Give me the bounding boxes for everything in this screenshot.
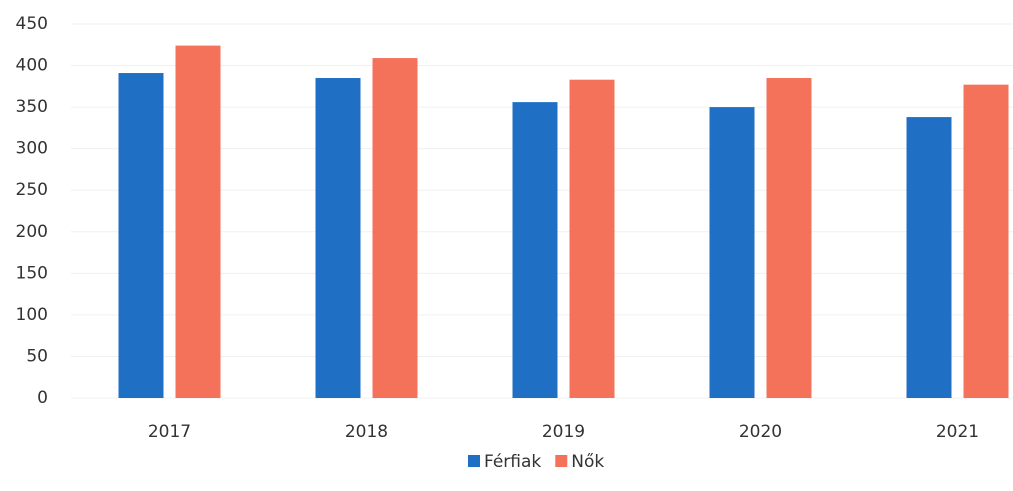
y-tick-label: 150: [16, 263, 48, 283]
y-tick-label: 400: [16, 56, 48, 76]
bar: [709, 107, 755, 398]
x-tick-label: 2018: [345, 422, 388, 442]
y-tick-label: 0: [37, 388, 48, 408]
bar: [175, 45, 221, 399]
x-tick-label: 2021: [936, 422, 979, 442]
y-tick-label: 250: [16, 180, 48, 200]
bar: [766, 78, 812, 399]
bar: [569, 79, 615, 398]
legend-label: Nők: [571, 452, 604, 472]
legend-label: Férfiak: [484, 452, 541, 472]
x-tick-label: 2020: [739, 422, 782, 442]
legend-swatch: [468, 455, 480, 467]
y-tick-label: 450: [16, 14, 48, 34]
y-tick-label: 200: [16, 222, 48, 242]
bar: [512, 102, 558, 398]
y-tick-label: 300: [16, 139, 48, 159]
y-tick-label: 50: [26, 346, 48, 366]
y-tick-label: 350: [16, 97, 48, 117]
bar: [118, 73, 164, 398]
x-tick-label: 2019: [542, 422, 585, 442]
bar: [315, 78, 361, 399]
legend-swatch: [555, 455, 568, 467]
y-tick-label: 100: [16, 305, 48, 325]
bar: [906, 117, 952, 398]
x-tick-label: 2017: [148, 422, 191, 442]
bar: [372, 58, 418, 398]
bar: [963, 84, 1009, 398]
